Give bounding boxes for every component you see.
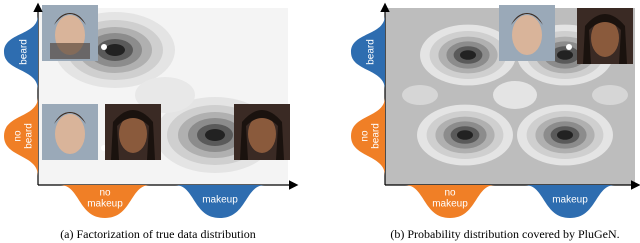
face-image bbox=[42, 5, 98, 61]
face-image bbox=[42, 104, 98, 160]
x-label: makeup bbox=[87, 199, 123, 210]
face-image bbox=[234, 104, 290, 160]
y-label: beard bbox=[19, 39, 30, 65]
panel-b: beard no beard no makeup makeup (b) Prob… bbox=[351, 2, 640, 241]
x-label: makeup bbox=[552, 195, 588, 206]
x-label: no bbox=[99, 188, 111, 199]
y-label: beard bbox=[24, 123, 35, 149]
x-label: no bbox=[444, 188, 456, 199]
face-image bbox=[105, 104, 161, 160]
y-label: beard bbox=[371, 123, 382, 149]
face-image bbox=[499, 5, 555, 61]
panel-a: beard no beard no makeup makeup (a) Fact… bbox=[4, 2, 299, 241]
y-label: no bbox=[360, 130, 371, 142]
x-label: makeup bbox=[202, 195, 238, 206]
x-label: makeup bbox=[432, 199, 468, 210]
caption: (b) Probability distribution covered by … bbox=[390, 227, 619, 241]
y-label: no bbox=[13, 130, 24, 142]
caption: (a) Factorization of true data distribut… bbox=[60, 227, 256, 241]
y-label: beard bbox=[366, 39, 377, 65]
face-image bbox=[577, 8, 633, 64]
